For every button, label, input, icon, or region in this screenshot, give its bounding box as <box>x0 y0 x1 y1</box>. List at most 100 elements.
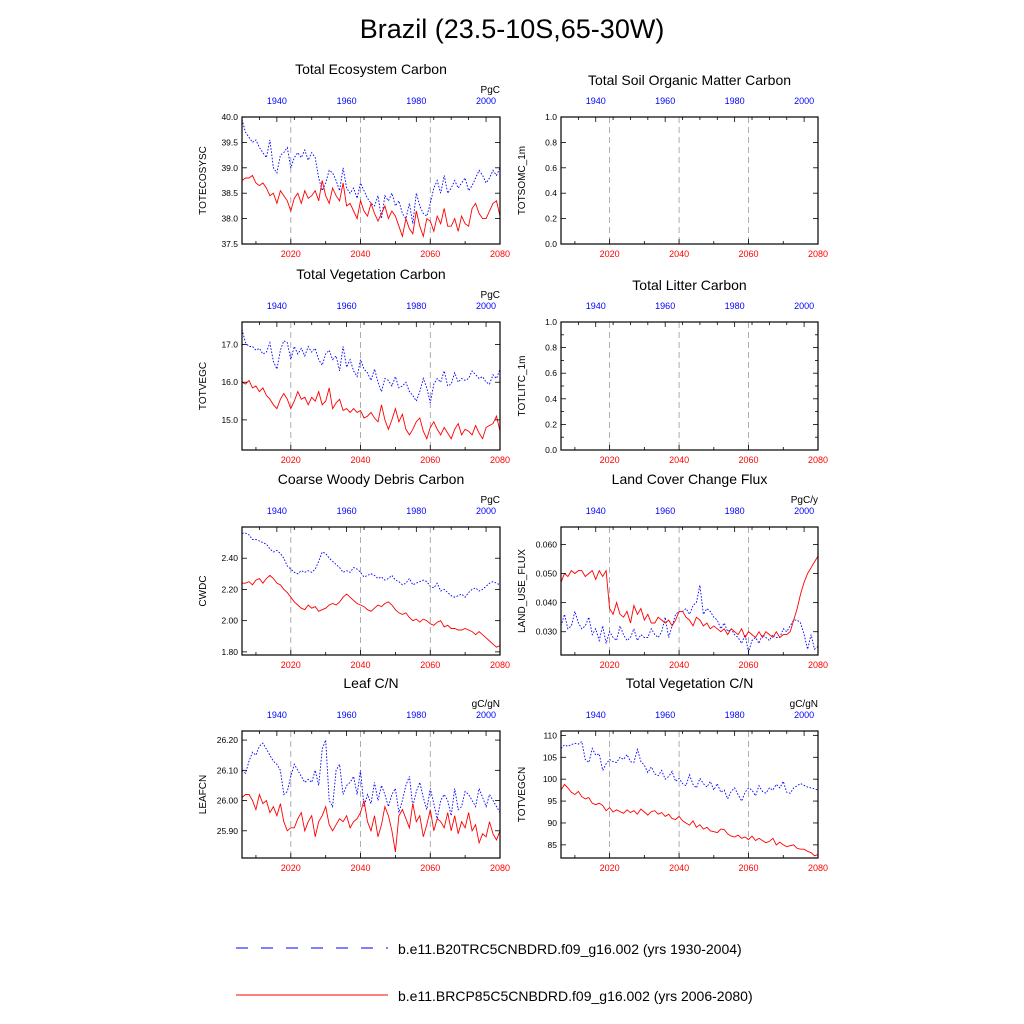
y-tick-label: 0.050 <box>536 569 558 579</box>
y-axis-label: TOTECOSYSC <box>198 146 209 215</box>
x-bottom-tick-label: 2060 <box>420 660 440 670</box>
panel-title: Total Vegetation Carbon <box>296 266 445 282</box>
x-top-tick-label: 1980 <box>725 301 745 311</box>
page-title: Brazil (23.5-10S,65-30W) <box>359 14 665 44</box>
x-top-tick-label: 1980 <box>725 96 745 106</box>
y-tick-label: 1.0 <box>545 317 557 327</box>
chart-panel-0: 2020 2040 2060 2080 1940 1960 1980 2000 37.5 38.0… <box>198 61 510 259</box>
x-bottom-tick-label: 2040 <box>351 455 371 465</box>
x-bottom-tick-label: 2020 <box>281 249 301 259</box>
x-top-tick-label: 1980 <box>406 506 426 516</box>
x-top-tick-label: 1940 <box>586 301 606 311</box>
y-tick-label: 85 <box>548 840 558 850</box>
x-bottom-tick-label: 2020 <box>600 249 620 259</box>
y-tick-label: 26.00 <box>217 796 239 806</box>
x-top-tick-label: 2000 <box>476 710 496 720</box>
x-top-tick-label: 1940 <box>267 710 287 720</box>
x-bottom-tick-label: 2040 <box>351 249 371 259</box>
units-label: gC/gN <box>472 699 500 710</box>
x-bottom-tick-label: 2020 <box>281 455 301 465</box>
x-top-tick-label: 1940 <box>586 96 606 106</box>
y-axis-label: TOTVEGC <box>198 362 209 410</box>
units-label: PgC <box>481 85 500 96</box>
x-bottom-tick-label: 2020 <box>600 455 620 465</box>
y-tick-label: 110 <box>543 730 557 740</box>
y-tick-label: 0.0 <box>545 239 557 249</box>
y-tick-label: 39.0 <box>221 163 238 173</box>
series-line-historical <box>560 740 819 803</box>
series-line-rcp85 <box>241 792 501 853</box>
y-tick-label: 39.5 <box>221 137 238 147</box>
y-axis-label: TOTVEGCN <box>517 767 528 822</box>
x-bottom-tick-label: 2080 <box>808 455 828 465</box>
y-tick-label: 1.80 <box>221 647 238 657</box>
x-bottom-tick-label: 2080 <box>808 863 828 873</box>
plot-frame <box>560 526 819 656</box>
y-tick-label: 26.10 <box>217 765 239 775</box>
x-top-tick-label: 1960 <box>337 710 357 720</box>
x-bottom-tick-label: 2040 <box>669 455 689 465</box>
x-bottom-tick-label: 2040 <box>669 863 689 873</box>
x-bottom-tick-label: 2060 <box>739 863 759 873</box>
panel-title: Land Cover Change Flux <box>612 471 768 487</box>
x-bottom-tick-label: 2020 <box>281 660 301 670</box>
x-top-tick-label: 1960 <box>655 301 675 311</box>
x-top-tick-label: 1940 <box>267 506 287 516</box>
units-label: PgC/y <box>791 495 818 506</box>
x-bottom-tick-label: 2020 <box>600 660 620 670</box>
plot-frame <box>560 116 819 245</box>
y-tick-label: 26.20 <box>217 735 239 745</box>
y-axis-label: LEAFCN <box>198 775 209 814</box>
y-tick-label: 16.0 <box>221 377 238 387</box>
x-top-tick-label: 1980 <box>725 710 745 720</box>
y-tick-label: 100 <box>543 774 557 784</box>
x-top-tick-label: 2000 <box>794 506 814 516</box>
x-top-tick-label: 1960 <box>655 96 675 106</box>
y-tick-label: 0.0 <box>545 445 557 455</box>
x-bottom-tick-label: 2060 <box>739 455 759 465</box>
plot-frame <box>241 321 501 451</box>
y-tick-label: 38.5 <box>221 188 238 198</box>
legend-label-historical: b.e11.B20TRC5CNBDRD.f09_g16.002 (yrs 193… <box>398 941 742 957</box>
x-top-tick-label: 1980 <box>406 710 426 720</box>
panel-title: Leaf C/N <box>343 675 398 691</box>
chart-panel-3: 2020 2040 2060 2080 1940 1960 1980 2000 0.0 0.2 0.… <box>517 277 828 465</box>
series-line-historical <box>241 119 501 224</box>
y-axis-label: TOTSOMC_1m <box>517 146 528 215</box>
x-top-tick-label: 2000 <box>794 710 814 720</box>
chart-panel-2: 2020 2040 2060 2080 1940 1960 1980 2000 15.0 16.0… <box>198 266 510 465</box>
y-tick-label: 0.6 <box>545 368 557 378</box>
x-top-tick-label: 2000 <box>476 506 496 516</box>
panel-title: Total Vegetation C/N <box>626 675 754 691</box>
y-tick-label: 0.6 <box>545 163 557 173</box>
x-bottom-tick-label: 2060 <box>739 660 759 670</box>
series-line-rcp85 <box>560 783 819 857</box>
units-label: PgC <box>481 495 500 506</box>
y-tick-label: 0.8 <box>545 137 557 147</box>
x-bottom-tick-label: 2040 <box>351 660 371 670</box>
x-top-tick-label: 2000 <box>476 301 496 311</box>
y-tick-label: 1.0 <box>545 112 557 122</box>
x-bottom-tick-label: 2040 <box>669 660 689 670</box>
y-axis-label: CWDC <box>198 575 209 606</box>
chart-panel-5: 2020 2040 2060 2080 1940 1960 1980 2000 0.030 0.0… <box>517 471 828 670</box>
x-top-tick-label: 1980 <box>725 506 745 516</box>
plot-frame <box>241 526 501 656</box>
chart-panel-4: 2020 2040 2060 2080 1940 1960 1980 2000 1.80 2.00… <box>198 471 510 670</box>
y-axis-label: LAND_USE_FLUX <box>517 549 528 633</box>
x-top-tick-label: 1980 <box>406 301 426 311</box>
y-tick-label: 2.20 <box>221 584 238 594</box>
y-tick-label: 0.4 <box>545 188 557 198</box>
x-bottom-tick-label: 2080 <box>490 660 510 670</box>
x-bottom-tick-label: 2060 <box>420 863 440 873</box>
chart-panel-1: 2020 2040 2060 2080 1940 1960 1980 2000 0.0 0.2 0.… <box>517 72 828 259</box>
y-tick-label: 2.00 <box>221 616 238 626</box>
panel-title: Total Litter Carbon <box>632 277 746 293</box>
x-top-tick-label: 1960 <box>337 96 357 106</box>
x-bottom-tick-label: 2020 <box>281 863 301 873</box>
y-tick-label: 0.8 <box>545 343 557 353</box>
series-line-historical <box>242 532 501 598</box>
x-bottom-tick-label: 2020 <box>600 863 620 873</box>
